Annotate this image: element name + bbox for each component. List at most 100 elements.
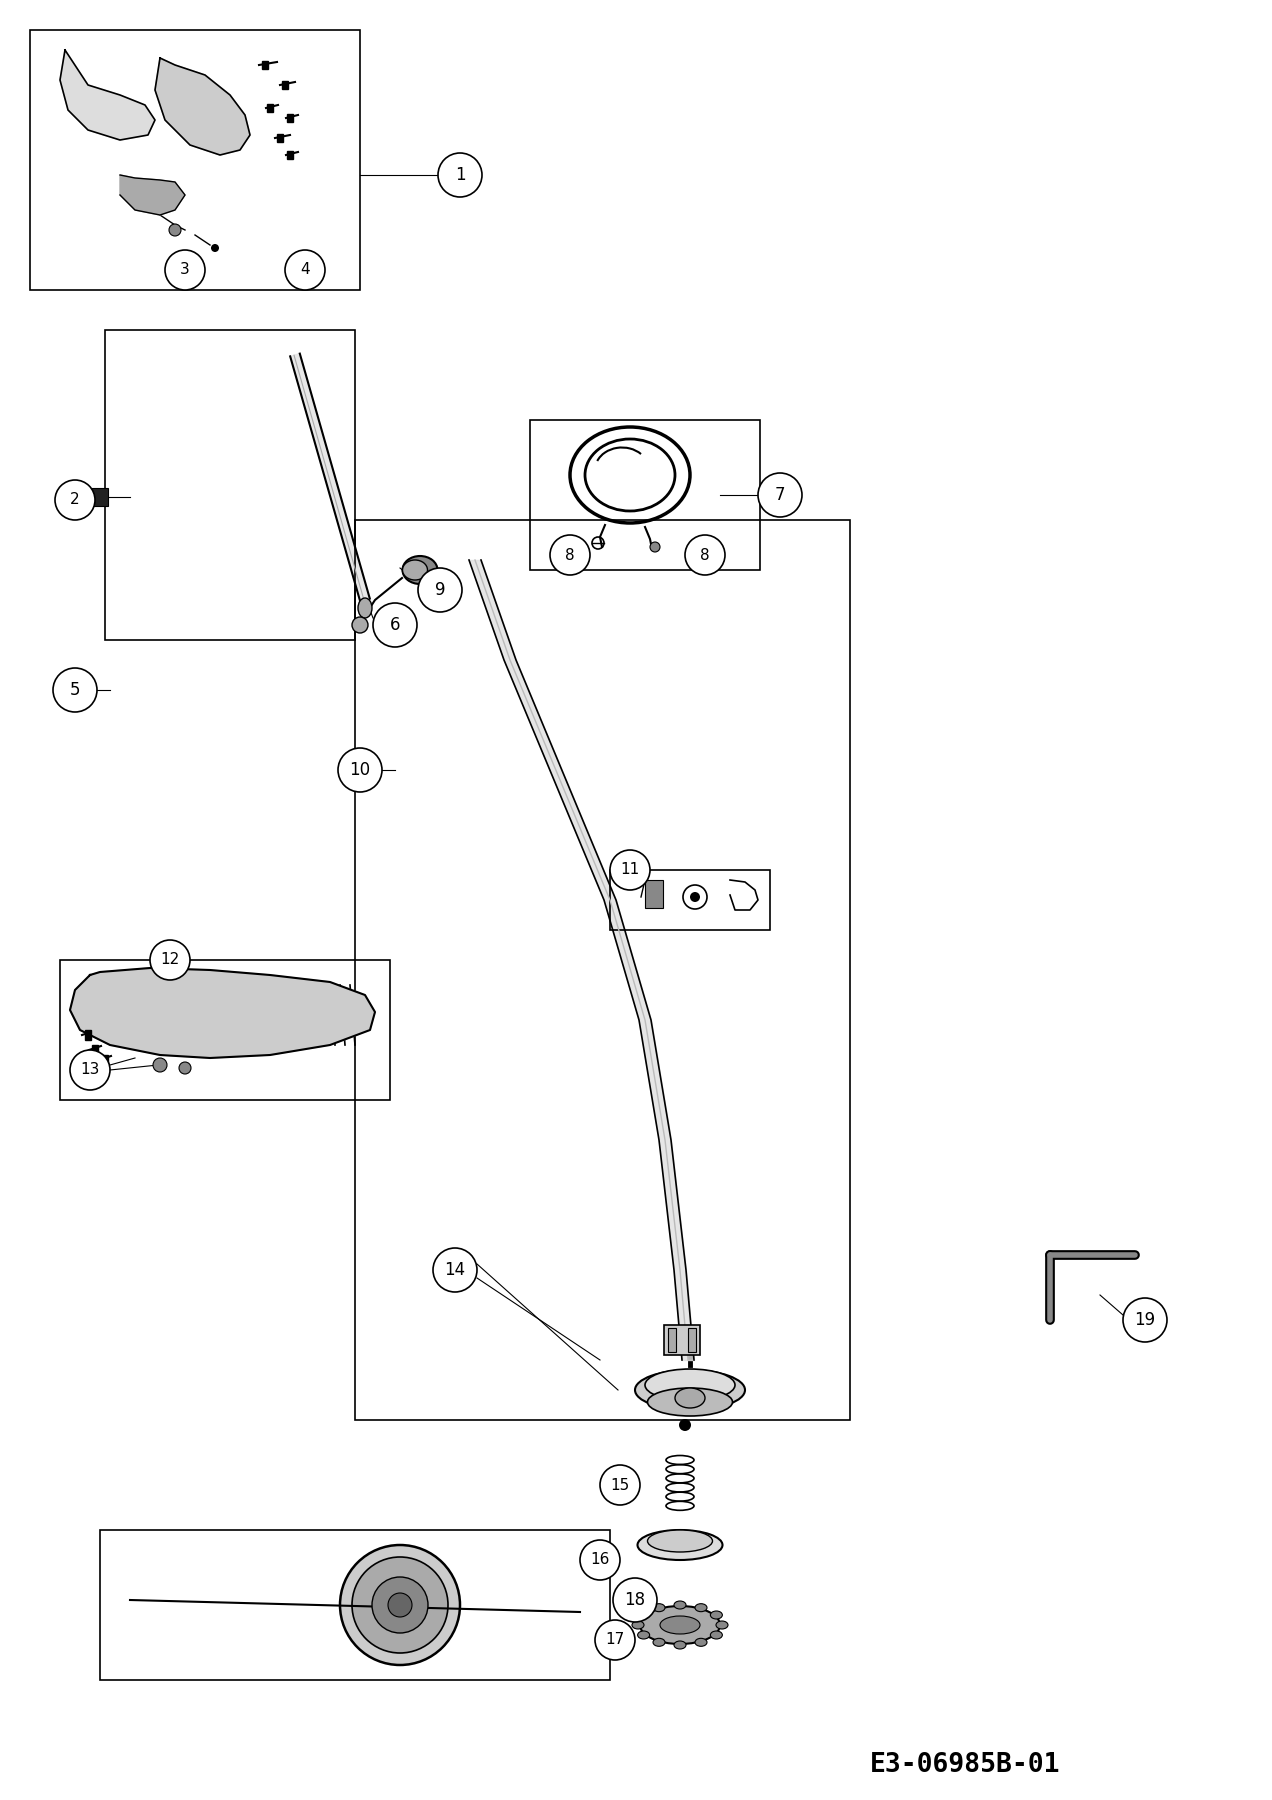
Polygon shape <box>70 968 375 1058</box>
Ellipse shape <box>653 1604 665 1611</box>
Ellipse shape <box>645 1370 735 1400</box>
Ellipse shape <box>637 1611 650 1618</box>
Bar <box>645 880 663 907</box>
Ellipse shape <box>674 1642 686 1649</box>
Ellipse shape <box>637 1631 650 1640</box>
Circle shape <box>55 481 95 520</box>
Text: 9: 9 <box>435 581 445 599</box>
Ellipse shape <box>357 598 371 617</box>
Text: 1: 1 <box>454 166 466 184</box>
Ellipse shape <box>695 1604 707 1611</box>
Circle shape <box>580 1541 619 1580</box>
Text: 2: 2 <box>70 493 80 508</box>
Ellipse shape <box>695 1638 707 1647</box>
Circle shape <box>70 1049 109 1091</box>
Text: 12: 12 <box>160 952 179 968</box>
Circle shape <box>595 1620 635 1660</box>
Ellipse shape <box>710 1611 722 1618</box>
Text: 4: 4 <box>300 263 310 277</box>
Text: 5: 5 <box>70 680 80 698</box>
Text: 8: 8 <box>565 547 575 562</box>
Circle shape <box>338 749 382 792</box>
Ellipse shape <box>635 1370 745 1409</box>
Circle shape <box>371 1577 427 1633</box>
Bar <box>88 488 108 506</box>
Ellipse shape <box>710 1631 722 1640</box>
Text: 3: 3 <box>181 263 190 277</box>
Ellipse shape <box>675 1388 705 1408</box>
Ellipse shape <box>660 1616 700 1634</box>
Bar <box>267 104 273 112</box>
Circle shape <box>352 1557 448 1652</box>
Ellipse shape <box>674 1600 686 1609</box>
Circle shape <box>352 617 368 634</box>
Circle shape <box>679 1418 691 1431</box>
Text: 17: 17 <box>605 1633 625 1647</box>
Bar <box>262 61 268 68</box>
Circle shape <box>1123 1298 1166 1343</box>
Circle shape <box>165 250 205 290</box>
Bar <box>530 419 759 571</box>
Bar <box>611 869 770 931</box>
Ellipse shape <box>402 560 427 580</box>
Polygon shape <box>60 50 155 140</box>
Ellipse shape <box>653 1638 665 1647</box>
Text: 13: 13 <box>80 1062 99 1078</box>
Circle shape <box>758 473 803 517</box>
Circle shape <box>438 153 482 196</box>
Ellipse shape <box>640 1606 720 1643</box>
Ellipse shape <box>637 1530 722 1561</box>
Circle shape <box>611 850 650 889</box>
Circle shape <box>689 893 700 902</box>
Circle shape <box>550 535 590 574</box>
Text: 8: 8 <box>700 547 710 562</box>
Ellipse shape <box>402 556 438 583</box>
Text: 16: 16 <box>590 1552 609 1568</box>
Bar <box>287 113 293 122</box>
Circle shape <box>650 542 660 553</box>
Text: 15: 15 <box>611 1478 630 1492</box>
Circle shape <box>340 1544 460 1665</box>
Circle shape <box>153 1058 167 1073</box>
Bar <box>92 1046 98 1055</box>
Circle shape <box>600 1465 640 1505</box>
Circle shape <box>169 223 181 236</box>
Bar <box>31 31 360 290</box>
Polygon shape <box>155 58 251 155</box>
Text: 14: 14 <box>444 1262 466 1280</box>
Bar <box>282 81 287 88</box>
Bar <box>102 1055 108 1066</box>
Text: 6: 6 <box>389 616 401 634</box>
Bar <box>60 959 391 1100</box>
Bar <box>668 1328 675 1352</box>
Circle shape <box>613 1579 658 1622</box>
Bar <box>355 520 850 1420</box>
Bar <box>277 133 282 142</box>
Circle shape <box>285 250 326 290</box>
Circle shape <box>373 603 417 646</box>
Polygon shape <box>290 353 370 601</box>
Text: 19: 19 <box>1135 1310 1155 1328</box>
Bar <box>100 1530 611 1679</box>
Circle shape <box>211 245 219 252</box>
Circle shape <box>388 1593 412 1616</box>
Bar <box>106 329 355 641</box>
Ellipse shape <box>647 1530 712 1552</box>
Circle shape <box>432 1247 477 1292</box>
Bar <box>85 1030 92 1040</box>
Text: 18: 18 <box>625 1591 646 1609</box>
Text: E3-06985B-01: E3-06985B-01 <box>870 1751 1061 1778</box>
Bar <box>287 151 293 158</box>
Text: 10: 10 <box>350 761 370 779</box>
Bar <box>664 1325 700 1355</box>
Text: 7: 7 <box>775 486 785 504</box>
Text: 11: 11 <box>621 862 640 878</box>
Bar <box>688 1328 696 1352</box>
Circle shape <box>179 1062 191 1075</box>
Polygon shape <box>120 175 184 214</box>
Circle shape <box>53 668 97 713</box>
Ellipse shape <box>716 1622 728 1629</box>
Circle shape <box>418 569 462 612</box>
Ellipse shape <box>632 1622 644 1629</box>
Circle shape <box>150 940 190 979</box>
